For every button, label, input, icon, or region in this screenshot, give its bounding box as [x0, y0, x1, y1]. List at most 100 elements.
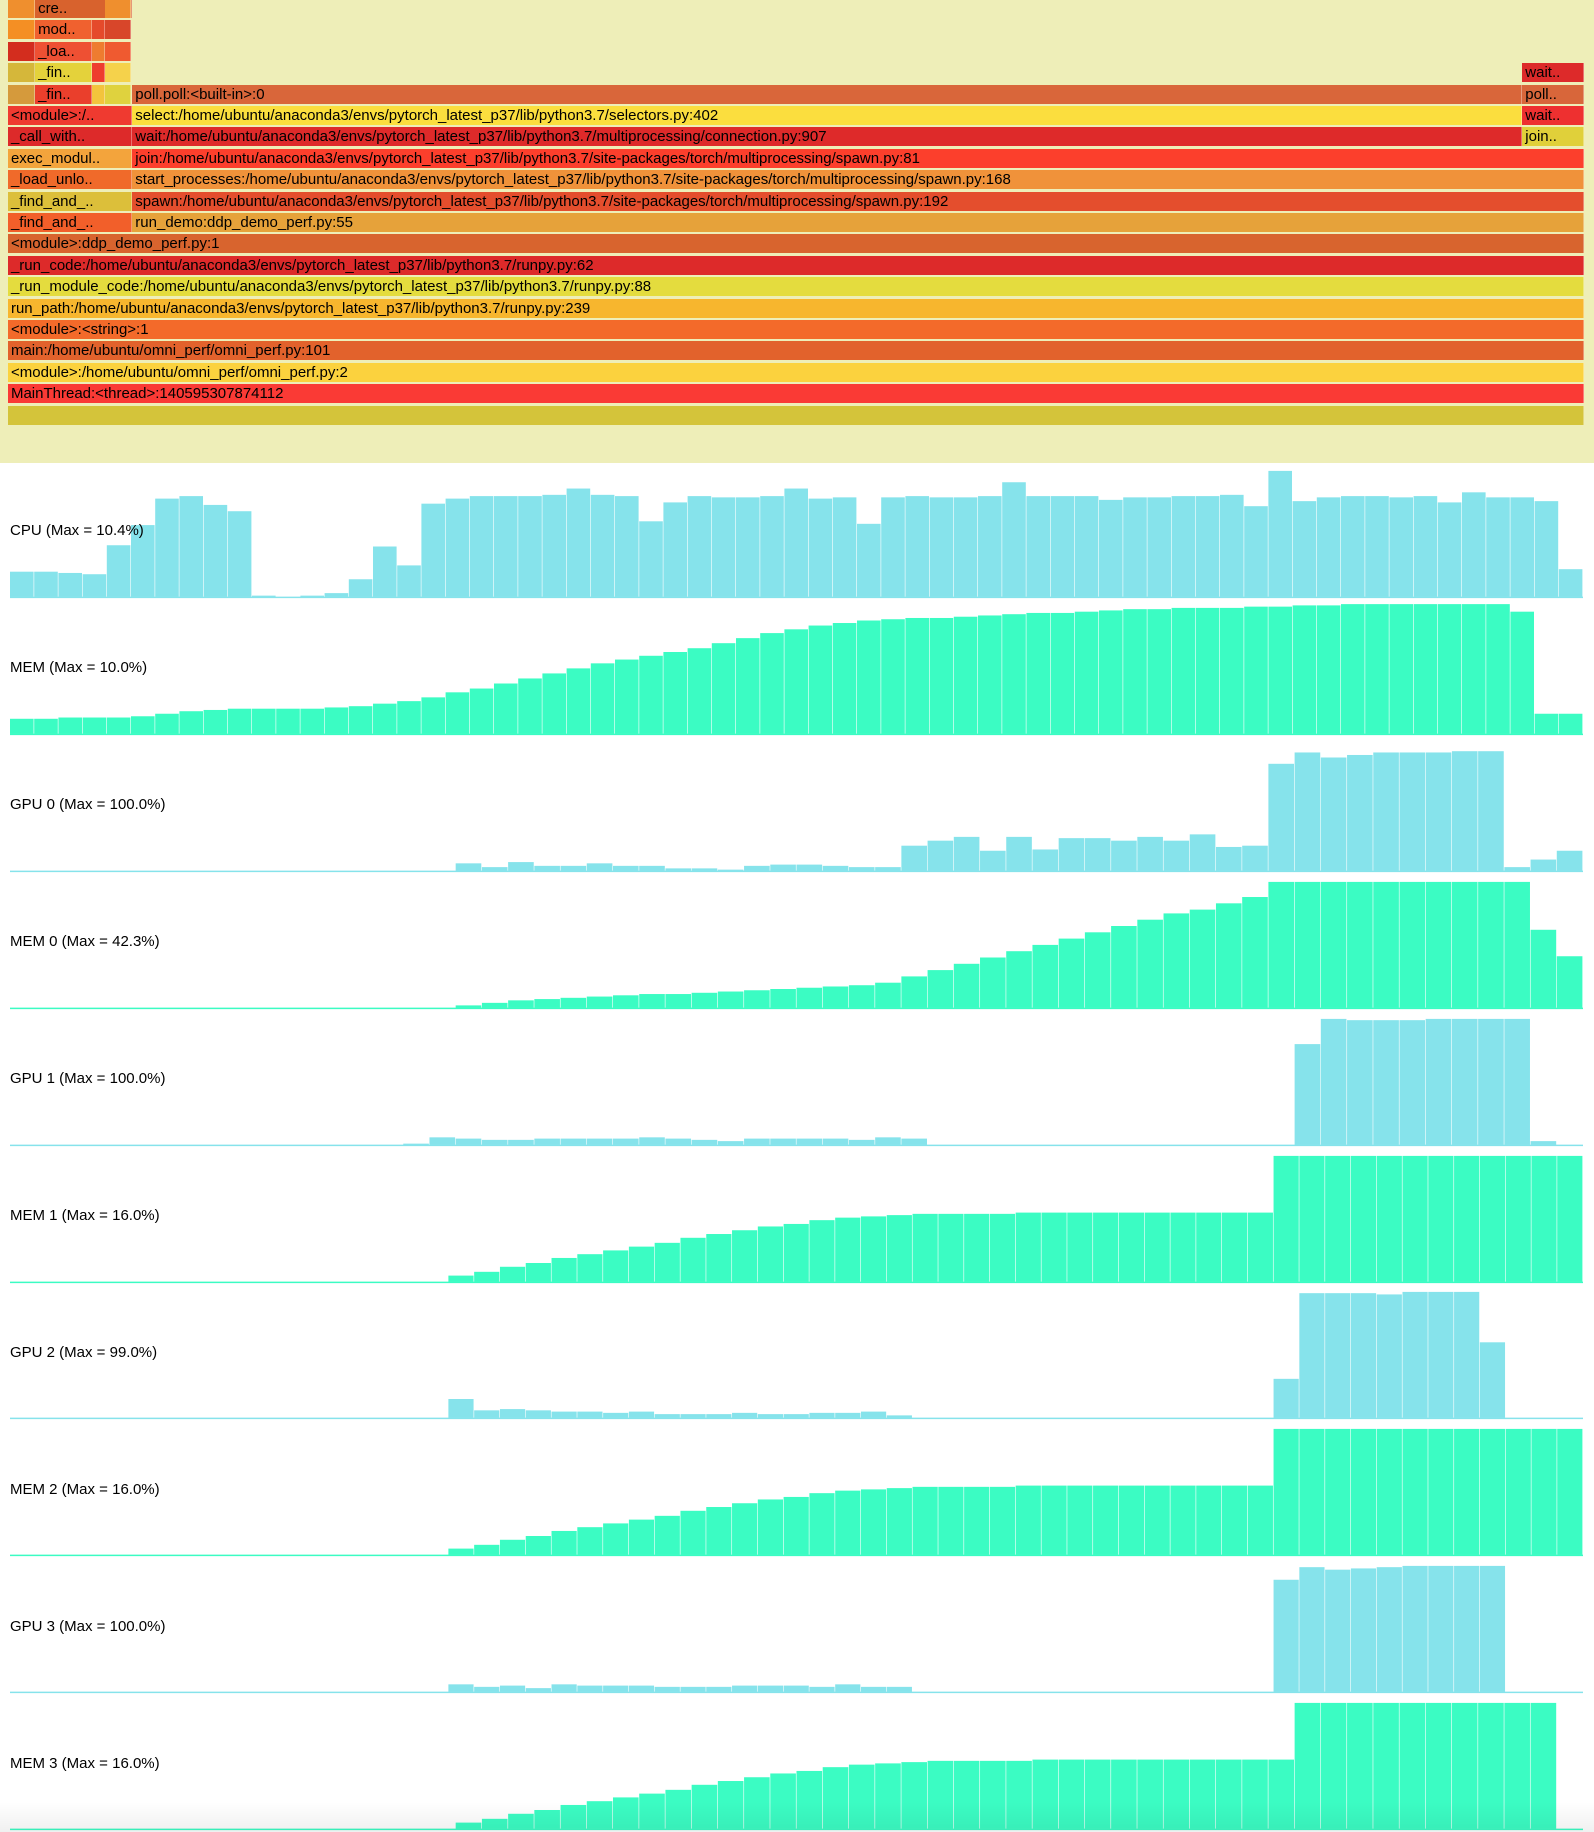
flame-frame[interactable]: wait:/home/ubuntu/anaconda3/envs/pytorch…	[132, 127, 1523, 147]
flame-frame[interactable]: mod..	[35, 20, 93, 40]
metric-bar	[808, 498, 833, 597]
flame-frame[interactable]: join:/home/ubuntu/anaconda3/envs/pytorch…	[132, 148, 1585, 168]
flame-frame[interactable]	[105, 0, 131, 18]
metric-bar	[832, 497, 857, 597]
metric-bar	[1320, 881, 1347, 1008]
flame-frame[interactable]: _call_with..	[7, 127, 133, 147]
metric-bar	[1147, 609, 1171, 734]
flame-frame[interactable]: MainThread:<thread>:140595307874112	[7, 384, 1585, 404]
metric-bar	[860, 1489, 887, 1556]
flame-frame[interactable]: wait..	[1522, 63, 1585, 83]
metric-bar	[835, 1684, 861, 1693]
flame-frame[interactable]: spawn:/home/ubuntu/anaconda3/envs/pytorc…	[132, 191, 1585, 211]
metric-bar	[324, 593, 349, 597]
metric-bar	[1294, 1043, 1321, 1145]
flame-frame[interactable]	[105, 63, 131, 83]
metric-panel: MEM 3 (Max = 16.0%)	[0, 1695, 1594, 1832]
flame-frame[interactable]: <module>:ddp_demo_perf.py:1	[7, 234, 1585, 254]
flame-frame[interactable]: <module>:/home/ubuntu/omni_perf/omni_per…	[7, 362, 1585, 382]
flame-frame[interactable]: wait..	[1522, 106, 1585, 125]
flame-frame[interactable]: _find_and_..	[7, 191, 133, 211]
metric-bar	[1428, 1429, 1454, 1556]
metric-bar	[875, 1136, 901, 1145]
flame-frame[interactable]	[92, 20, 106, 40]
metric-bar	[612, 994, 639, 1008]
metric-bar	[227, 511, 252, 597]
metric-bar	[1428, 1292, 1454, 1419]
metric-bar	[1486, 604, 1510, 734]
metric-bar	[1163, 913, 1190, 1008]
metric-bar	[1215, 903, 1242, 1008]
metric-bar	[1350, 1429, 1377, 1556]
flame-frame[interactable]: main:/home/ubuntu/omni_perf/omni_perf.py…	[7, 341, 1585, 361]
metric-bar	[1215, 1759, 1242, 1829]
metric-bar	[835, 1217, 861, 1282]
metric-bar	[1026, 496, 1050, 597]
metric-bar	[770, 1138, 796, 1145]
metric-bar	[1399, 881, 1426, 1008]
metric-bar	[58, 717, 82, 734]
metric-bar	[757, 1414, 784, 1419]
flame-frame[interactable]: poll..	[1522, 84, 1585, 104]
flame-frame[interactable]: _load_unlo..	[7, 170, 133, 190]
metric-bar	[665, 868, 692, 871]
flame-frame[interactable]	[7, 0, 36, 18]
flame-frame[interactable]: <module>:/..	[7, 106, 133, 125]
metric-bar	[680, 1414, 706, 1419]
flame-frame[interactable]	[92, 84, 106, 104]
flame-frame[interactable]: _run_code:/home/ubuntu/anaconda3/envs/py…	[7, 255, 1585, 275]
metric-bar	[860, 1215, 887, 1282]
metric-bar	[566, 668, 591, 734]
flame-frame[interactable]: select:/home/ubuntu/anaconda3/envs/pytor…	[132, 106, 1523, 125]
flame-frame[interactable]: start_processes:/home/ubuntu/anaconda3/e…	[132, 170, 1585, 190]
flame-frame[interactable]	[7, 84, 36, 104]
metric-bar	[654, 1414, 680, 1419]
flame-frame[interactable]: run_path:/home/ubuntu/anaconda3/envs/pyt…	[7, 298, 1585, 318]
metric-bar	[1006, 836, 1032, 871]
flame-frame[interactable]: _run_module_code:/home/ubuntu/anaconda3/…	[7, 277, 1585, 297]
metric-bar	[1093, 1212, 1119, 1282]
flame-frame[interactable]	[7, 63, 36, 83]
metric-bar	[1373, 1702, 1399, 1829]
flame-frame[interactable]: run_demo:ddp_demo_perf.py:55	[132, 213, 1585, 232]
metric-bar	[1557, 1155, 1583, 1282]
flame-frame[interactable]	[7, 405, 1585, 425]
flame-frame[interactable]: _fin..	[35, 84, 93, 104]
metric-bar	[586, 1801, 613, 1829]
flame-frame[interactable]: _loa..	[35, 41, 93, 61]
metric-bar	[1320, 1018, 1347, 1145]
metric-bar	[155, 713, 179, 734]
metric-bar	[1402, 1292, 1428, 1419]
metric-bar	[1163, 840, 1190, 871]
metric-bar	[980, 1760, 1006, 1829]
flame-frame[interactable]	[105, 20, 131, 40]
flame-frame[interactable]	[92, 63, 106, 83]
metric-bar	[706, 1414, 732, 1419]
metric-bar	[1478, 1018, 1504, 1145]
metric-bar	[1189, 909, 1216, 1008]
flame-frame[interactable]: _fin..	[35, 63, 93, 83]
metric-bar	[1437, 502, 1462, 597]
metric-bar	[1402, 1155, 1428, 1282]
flame-frame[interactable]	[105, 41, 131, 61]
metric-bar	[717, 991, 744, 1008]
flame-frame[interactable]	[92, 41, 106, 61]
metric-bar	[1032, 1759, 1059, 1829]
metric-bar	[1486, 497, 1510, 597]
flame-frame[interactable]: exec_modul..	[7, 148, 133, 168]
metric-bar	[1074, 496, 1099, 597]
metric-bar	[796, 864, 823, 871]
flame-frame[interactable]	[7, 20, 36, 40]
flame-frame[interactable]: _find_and_..	[7, 213, 133, 232]
metric-panel: MEM 1 (Max = 16.0%)	[0, 1148, 1594, 1285]
flame-frame[interactable]: <module>:<string>:1	[7, 320, 1585, 339]
metric-bar	[1316, 605, 1341, 734]
metric-bar	[469, 688, 494, 734]
flame-frame[interactable]	[7, 41, 36, 61]
flame-frame[interactable]: poll.poll:<built-in>:0	[132, 84, 1523, 104]
metric-bar	[691, 868, 718, 871]
metric-bar	[783, 1414, 809, 1419]
metric-bar	[1425, 881, 1452, 1008]
flame-frame[interactable]	[105, 84, 131, 104]
flame-frame[interactable]: join..	[1522, 127, 1585, 147]
